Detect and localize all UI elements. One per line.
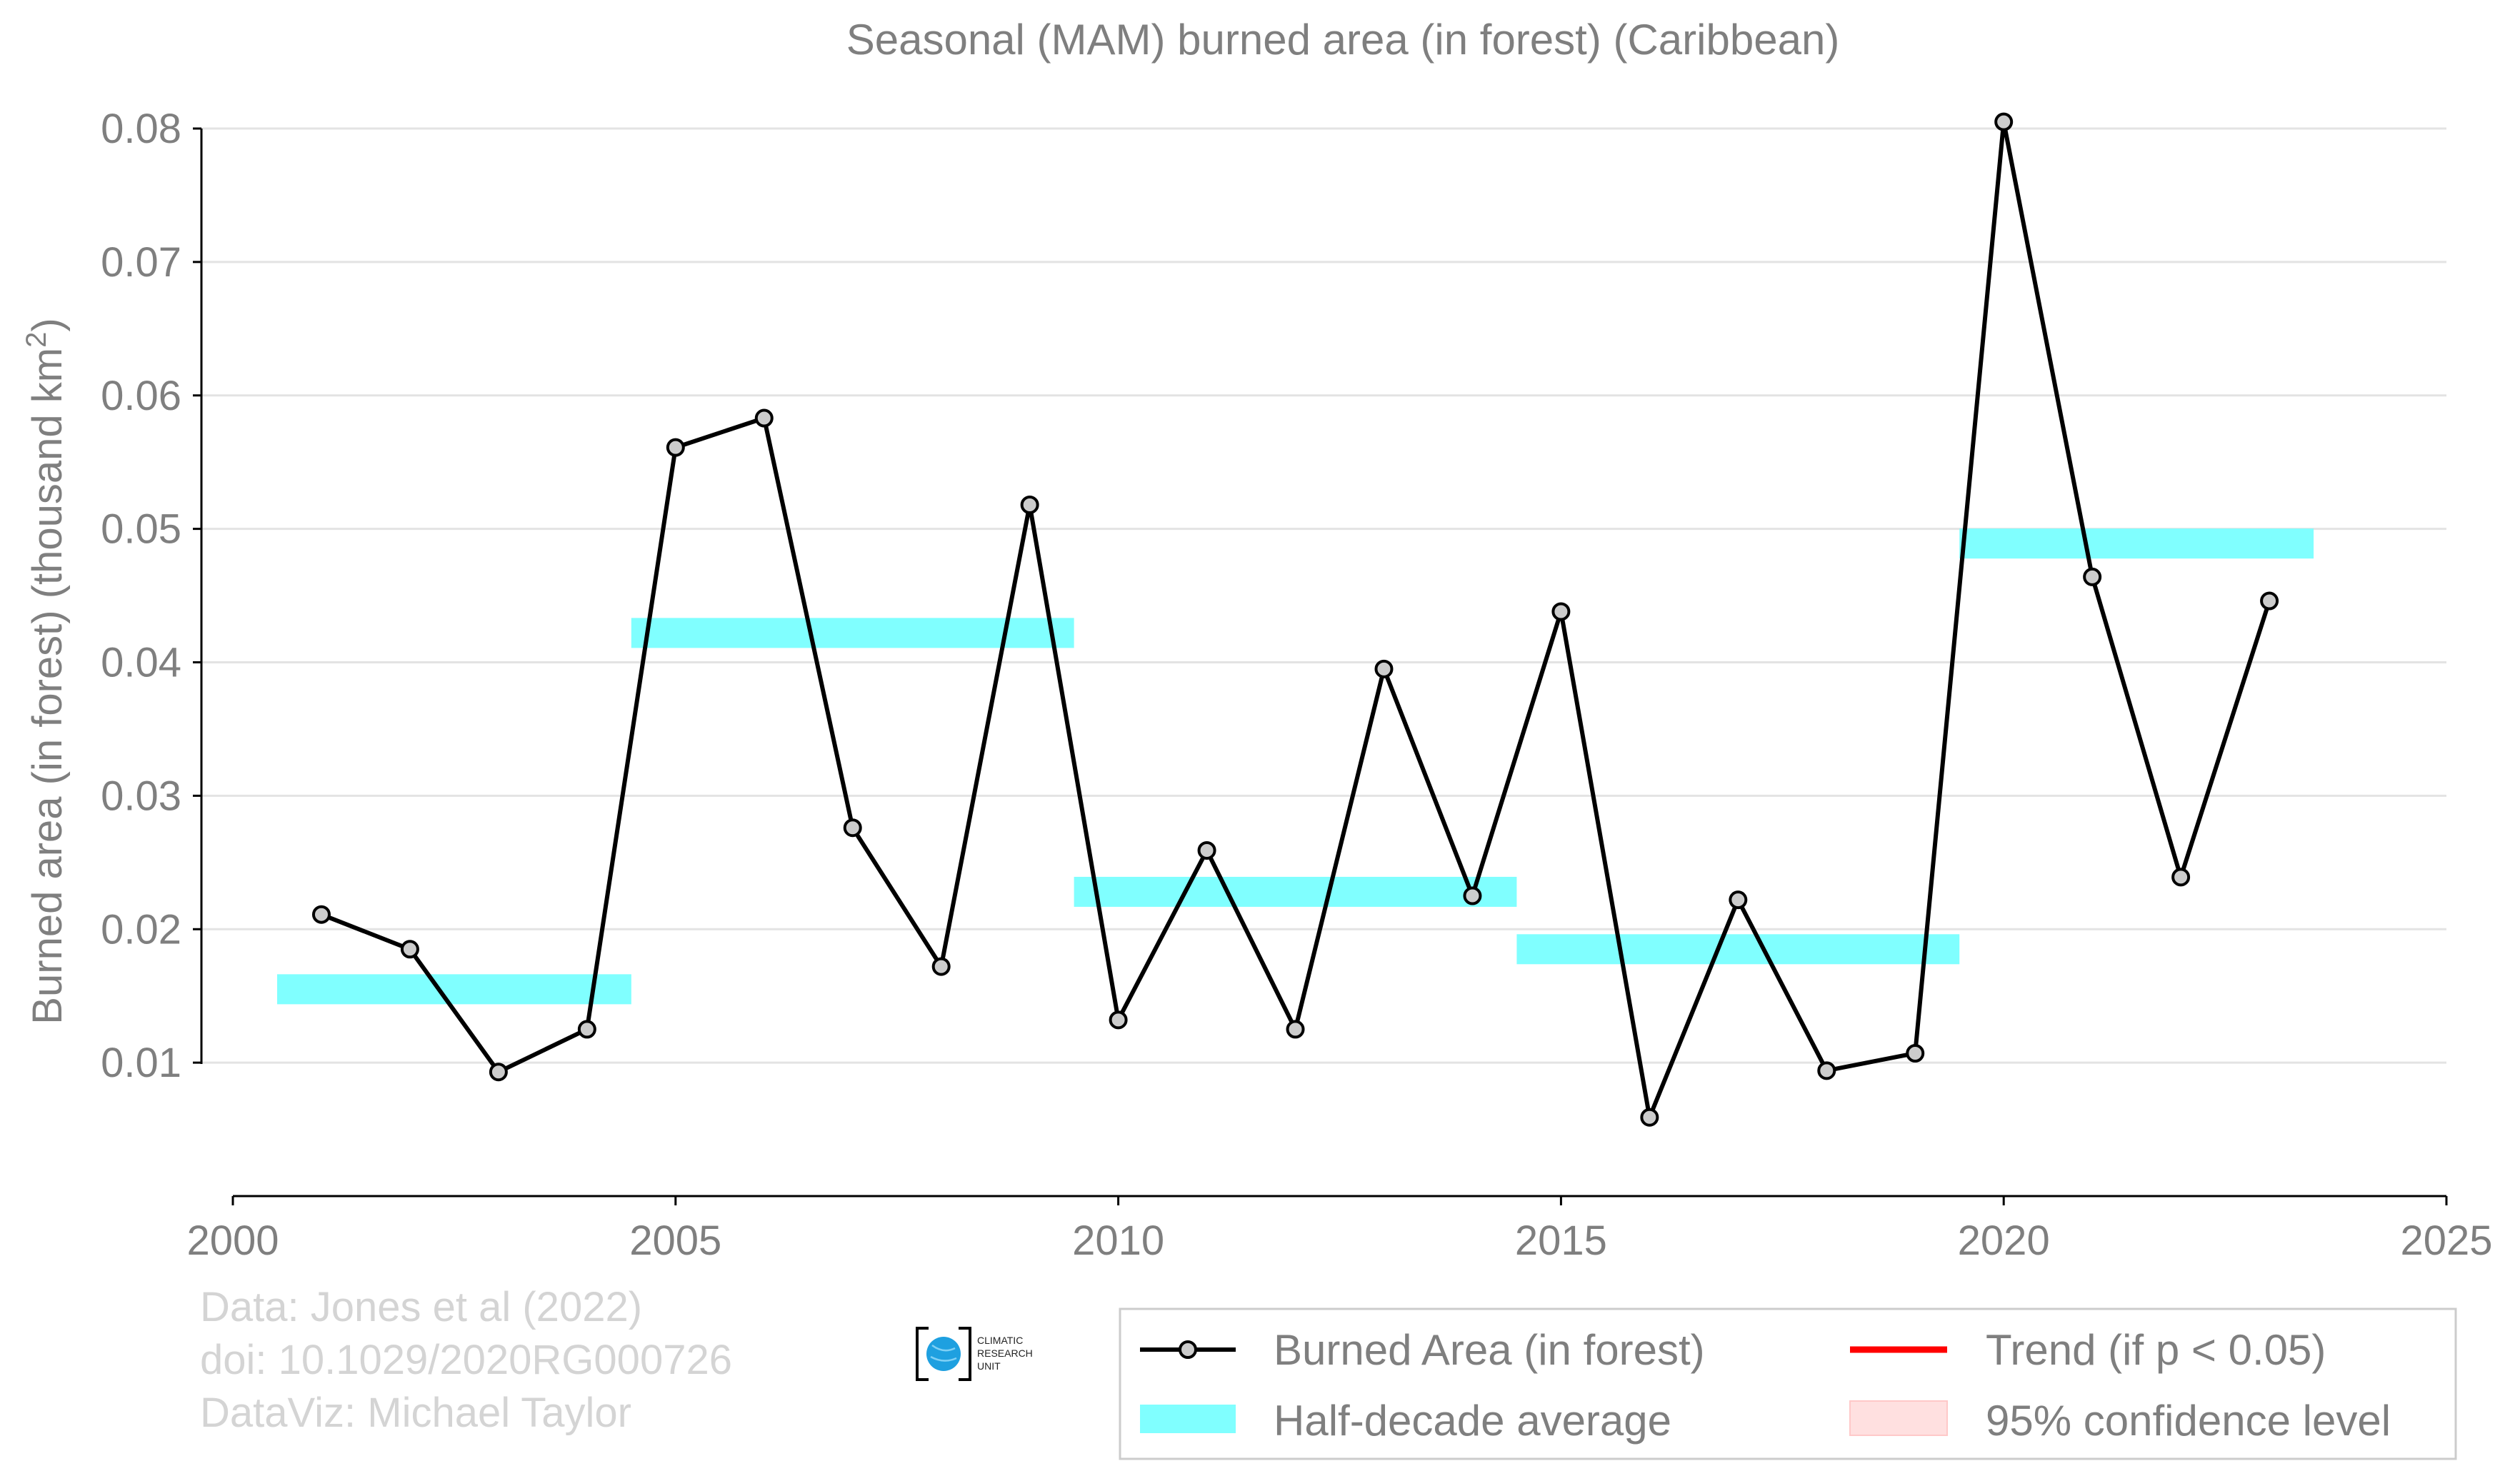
x-tick-label: 2015: [1515, 1218, 1607, 1264]
y-axis-label-text: Burned area (in forest) (thousand km: [24, 348, 71, 1025]
burned-area-point: [1729, 890, 1748, 910]
burned-area-point: [1109, 1010, 1128, 1030]
half-decade-average-bar: [1959, 528, 2314, 559]
legend-box: [1119, 1307, 2457, 1460]
legend-label-confidence: 95% confidence level: [1986, 1397, 2391, 1445]
burned-area-point: [577, 1020, 596, 1039]
burned-area-point: [1906, 1044, 1925, 1063]
credits: Data: Jones et al (2022) doi: 10.1029/20…: [200, 1284, 732, 1436]
legend-swatch-confidence: [1849, 1400, 1948, 1436]
half-decade-average-bar: [1516, 934, 1960, 965]
x-tick-label: 2010: [1072, 1218, 1164, 1264]
burned-area-point: [1374, 659, 1394, 678]
burned-area-point: [1197, 840, 1216, 860]
x-tick-label: 2025: [2400, 1218, 2492, 1264]
y-ticks: 0.01 0.02 0.03 0.04 0.05 0.06 0.07 0.08: [101, 106, 201, 1086]
half-decade-average-bar: [1074, 876, 1517, 907]
legend-swatch-burned-area-marker: [1179, 1340, 1197, 1359]
y-tick-label: 0.02: [101, 906, 181, 953]
logo-bracket-right: [959, 1327, 971, 1381]
burned-area-point: [1020, 495, 1039, 514]
legend-label-trend: Trend (if p < 0.05): [1986, 1326, 2326, 1374]
burned-area-point: [400, 940, 419, 959]
y-tick-label: 0.04: [101, 640, 181, 686]
burned-area-point: [2083, 567, 2102, 586]
y-tick-label: 0.07: [101, 239, 181, 286]
burned-area-point: [311, 905, 331, 924]
legend-label-burned-area: Burned Area (in forest): [1274, 1326, 1705, 1374]
x-tick-label: 2005: [629, 1218, 721, 1264]
logo-text-line-3: UNIT: [977, 1360, 1001, 1372]
legend: Burned Area (in forest) Trend (if p < 0.…: [1119, 1307, 2457, 1460]
burned-area-point: [489, 1063, 508, 1082]
x-tick-label: 2000: [186, 1218, 279, 1264]
burned-area-point: [1994, 112, 2014, 131]
burned-area-series: [311, 112, 2279, 1127]
x-tick-label: 2020: [1958, 1218, 2050, 1264]
logo-text-line-1: CLIMATIC: [977, 1335, 1023, 1346]
credit-dataviz: DataViz: Michael Taylor: [200, 1390, 631, 1436]
globe-icon-meridian: [930, 1344, 957, 1362]
half-decade-average-bar: [631, 618, 1074, 648]
burned-area-point: [1286, 1020, 1305, 1039]
half-decade-average-bars: [276, 528, 2314, 1005]
burned-area-point: [1551, 602, 1571, 621]
y-axis-label: Burned area (in forest) (thousand km2): [21, 318, 71, 1024]
burned-area-point: [1817, 1061, 1836, 1080]
y-tick-label: 0.05: [101, 506, 181, 553]
gridlines: [201, 127, 2446, 1064]
axes: [200, 129, 2446, 1198]
credit-doi: doi: 10.1029/2020RG000726: [200, 1337, 732, 1383]
legend-label-half-decade: Half-decade average: [1274, 1397, 1671, 1445]
y-axis-label-suffix: ): [24, 318, 71, 331]
x-ticks: 2000 2005 2010 2015 2020 2025: [186, 1196, 2493, 1264]
logo-bracket-left: [916, 1327, 929, 1381]
y-tick-label: 0.01: [101, 1040, 181, 1086]
logo-text-line-2: RESEARCH: [977, 1347, 1033, 1359]
credit-data-source: Data: Jones et al (2022): [200, 1284, 642, 1330]
y-tick-label: 0.06: [101, 373, 181, 419]
burned-area-point: [843, 818, 862, 838]
y-axis-label-superscript: 2: [21, 332, 52, 348]
burned-area-point: [2171, 868, 2191, 887]
burned-area-point: [1463, 886, 1482, 905]
burned-area-point: [754, 408, 774, 428]
y-tick-label: 0.03: [101, 773, 181, 819]
cru-logo: CLIMATIC RESEARCH UNIT: [916, 1327, 1033, 1381]
burned-area-point: [666, 438, 685, 457]
legend-swatch-half-decade: [1140, 1405, 1236, 1433]
half-decade-average-bar: [276, 974, 631, 1005]
burned-area-point: [931, 957, 951, 976]
burned-area-point: [2260, 591, 2279, 611]
burned-area-point: [1640, 1108, 1659, 1127]
globe-icon: [926, 1337, 961, 1371]
chart-title: Seasonal (MAM) burned area (in forest) (…: [846, 16, 1840, 64]
y-tick-label: 0.08: [101, 106, 181, 152]
